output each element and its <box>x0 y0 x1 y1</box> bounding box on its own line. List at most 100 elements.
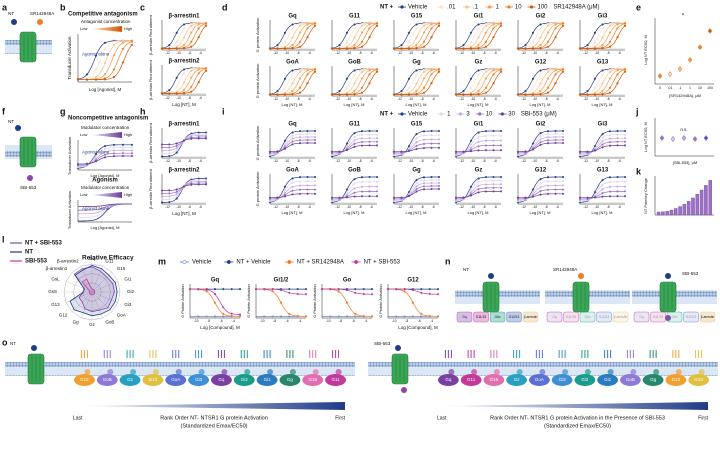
x-tick-label: -6 <box>432 97 435 101</box>
radar-series <box>69 264 118 317</box>
label: β-arrestin <box>524 315 538 319</box>
x-tick-label: -6 <box>370 51 373 55</box>
x-tick-label: 0 <box>659 86 661 90</box>
ligand <box>665 315 671 321</box>
transducer <box>650 311 666 323</box>
legend-marker <box>400 5 404 9</box>
g-protein-label: Gi2 <box>241 377 249 382</box>
curve <box>580 71 626 95</box>
bar <box>704 185 708 216</box>
g-protein-subunit <box>675 369 682 375</box>
g-protein-subunit <box>175 369 182 375</box>
label: Agonist alone <box>82 206 110 211</box>
legend-marker <box>287 260 292 264</box>
label: Log [NT], M <box>172 211 196 216</box>
x-tick-label: .01 <box>668 86 673 90</box>
plot-title: β-arrestin1 <box>168 14 200 20</box>
curve <box>394 188 439 199</box>
label: G11/15 <box>566 315 576 319</box>
x-tick-label: -8 <box>483 159 486 163</box>
x-tick-label: -10 <box>176 205 181 209</box>
g-protein-label: G11 <box>331 377 340 382</box>
x-tick-label: -8 <box>545 205 548 209</box>
plot-title: Gq <box>288 122 297 128</box>
plot-title: Gz <box>475 168 483 174</box>
plot-title: G15 <box>411 14 423 20</box>
x-tick-label: -10 <box>533 97 538 101</box>
g-protein-subunit <box>698 369 705 375</box>
x-tick-label: -8 <box>607 97 610 101</box>
g-protein <box>302 374 324 386</box>
label: Log [NT], M <box>344 102 365 107</box>
x-tick-label: -8 <box>297 205 300 209</box>
g-protein-label: G15 <box>490 377 499 382</box>
g-protein-subunit <box>516 369 523 375</box>
g-protein-label: G11 <box>467 377 476 382</box>
x-tick-label: -6 <box>556 97 559 101</box>
concept-curve <box>77 203 133 207</box>
g-protein-label: Gg <box>287 377 294 382</box>
curve <box>456 25 502 49</box>
label: Rank Order NT- NTSR1 G protein Activatio… <box>490 415 665 421</box>
label: Vehicle <box>408 112 428 118</box>
legend-marker <box>529 5 534 9</box>
label: SBI-553 <box>25 259 48 265</box>
x-tick-label: -10 <box>595 159 600 163</box>
label: Competitive antagonism <box>68 12 138 18</box>
curve <box>332 145 377 153</box>
label: Transducer Activation <box>67 137 72 175</box>
legend-marker <box>400 112 404 116</box>
transducer <box>489 311 506 323</box>
label: NT + <box>380 112 394 118</box>
x-tick-label: -12 <box>335 51 340 55</box>
x-tick-label: -10 <box>176 159 181 163</box>
x-tick-label: -10 <box>533 159 538 163</box>
curve <box>580 195 625 199</box>
g-protein-label: Gi1 <box>264 377 272 382</box>
g-protein-label: G13 <box>149 377 158 382</box>
label: Vehicle <box>408 5 428 11</box>
label: NT <box>25 250 33 256</box>
g-protein <box>279 374 301 386</box>
x-tick-label: -10 <box>409 205 414 209</box>
g-protein-subunit <box>244 369 251 375</box>
curve <box>394 147 439 153</box>
g-protein-label: Gz <box>514 377 521 382</box>
radar-spoke <box>91 291 103 318</box>
label: G Protein Activation <box>247 284 251 317</box>
curve <box>269 142 315 153</box>
x-tick-label: -12 <box>335 159 340 163</box>
label: Noncompetitive antagonism <box>68 116 148 122</box>
g-protein <box>96 374 118 386</box>
plot-title: Gq <box>288 14 297 20</box>
radar-axis-label: Gi2 <box>127 289 135 294</box>
label: NT + <box>380 5 394 11</box>
plot-title: Gi2 <box>536 122 546 128</box>
x-tick-label: -12 <box>165 159 170 163</box>
x-tick-label: -12 <box>521 97 526 101</box>
point <box>678 67 682 71</box>
x-tick-label: -12 <box>583 159 588 163</box>
g-protein-subunit <box>130 369 137 375</box>
g-protein-label: Gg <box>650 377 657 382</box>
g-protein-subunit <box>312 369 319 375</box>
curve <box>162 138 206 145</box>
label: Log [NT], M <box>406 210 427 215</box>
x-tick-label: -12 <box>459 97 464 101</box>
bar <box>708 180 712 216</box>
transducer <box>473 311 489 323</box>
plot-title: G15 <box>411 122 423 128</box>
label: * <box>682 14 685 20</box>
x-tick-label: -10 <box>392 319 397 323</box>
transducer <box>612 311 629 323</box>
x-tick-label: -10 <box>595 97 600 101</box>
label: Log [NT], M <box>468 210 489 215</box>
curve <box>322 288 372 295</box>
point <box>693 137 697 141</box>
x-tick-label: -10 <box>285 205 290 209</box>
legend-marker <box>465 5 469 9</box>
g-protein <box>188 374 209 386</box>
g-protein <box>483 374 505 386</box>
panel-letter: h <box>140 106 146 116</box>
x-tick-label: -12 <box>335 205 340 209</box>
